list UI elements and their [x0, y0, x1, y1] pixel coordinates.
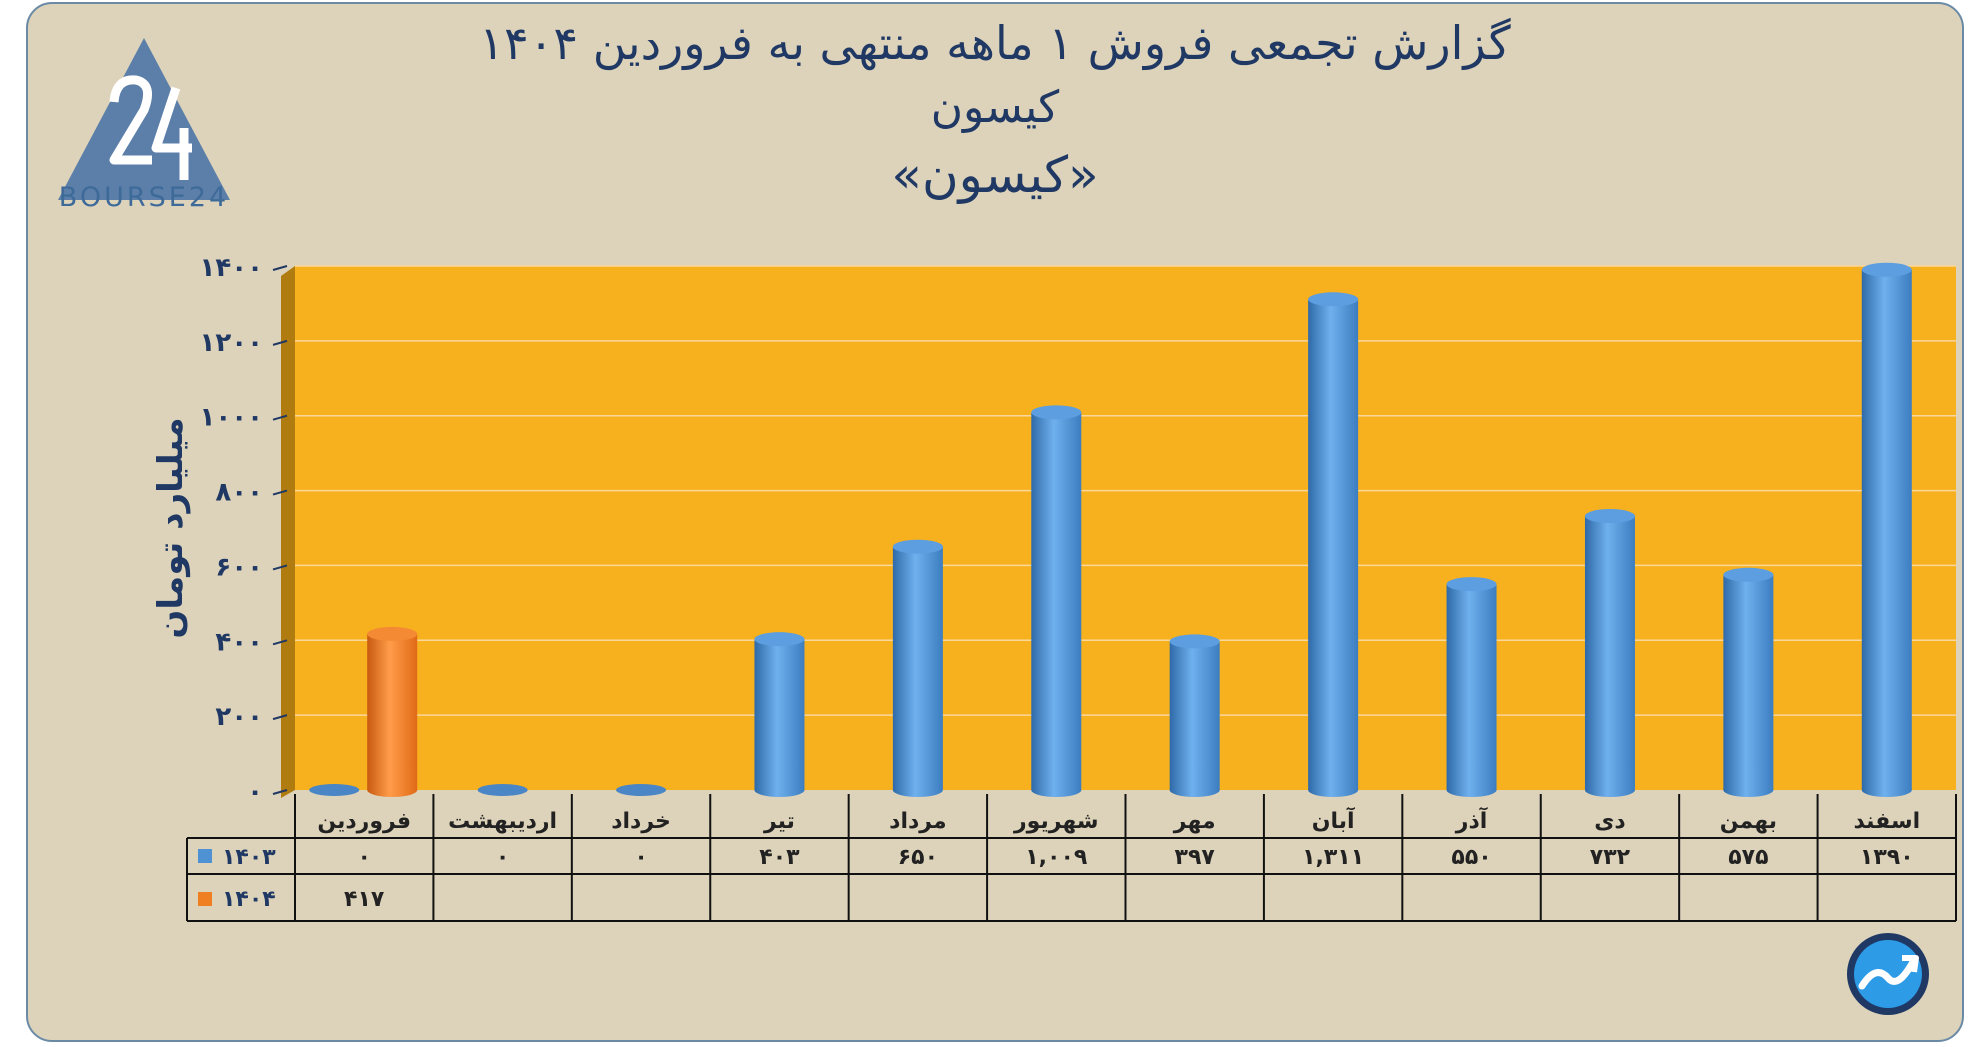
bar-1403 — [1723, 574, 1774, 790]
bar-1403-top — [1584, 509, 1635, 524]
company-name: «کیسون» — [891, 146, 1099, 204]
x-category-label: اردیبهشت — [448, 809, 557, 834]
legend-label-1403: ۱۴۰۳ — [222, 845, 276, 870]
bar-1403-base — [1308, 783, 1359, 797]
bourse24-logo-icon — [58, 38, 230, 200]
y-tick-mark — [272, 339, 288, 346]
y-tick-mark — [272, 489, 288, 496]
data-label-1403: ۷۳۲ — [1590, 845, 1631, 870]
bar-1403-top — [892, 539, 943, 554]
y-tick-label: ۴۰۰ — [215, 627, 263, 657]
chart-title: گزارش تجمعی فروش ۱ ماهه منتهی به فروردین… — [479, 16, 1511, 70]
bar-1403-base — [754, 783, 805, 797]
legend-swatch-1404 — [198, 892, 212, 906]
x-category-label: مرداد — [889, 809, 946, 834]
x-category-label: دی — [1594, 809, 1625, 834]
bar-1403 — [1584, 516, 1635, 790]
y-tick-label: ۱۲۰۰ — [200, 328, 263, 358]
x-category-label: شهریور — [1013, 809, 1099, 834]
bar-1403-zero — [309, 784, 360, 796]
y-axis-label: میلیارد تومان — [151, 417, 191, 638]
bar-1403-top — [1861, 262, 1912, 277]
bar-1403 — [1446, 584, 1497, 790]
trend-badge-icon — [1847, 933, 1929, 1015]
plot-side-wall — [281, 266, 295, 798]
data-label-1403: ۳۹۷ — [1175, 845, 1216, 870]
data-label-1403: ۴۰۳ — [759, 845, 800, 870]
bar-1403-base — [1446, 783, 1497, 797]
bar-1403-top — [1169, 634, 1220, 649]
bar-1403-top — [1308, 292, 1359, 307]
bar-1403 — [1169, 641, 1220, 790]
bar-1403-zero — [616, 784, 667, 796]
bar-1403 — [754, 639, 805, 790]
bar-1403-base — [1723, 783, 1774, 797]
data-label-1403: ۵۷۵ — [1728, 845, 1768, 870]
plot-area — [295, 266, 1956, 790]
bar-1403-top — [1723, 567, 1774, 582]
chart-subtitle: کیسون — [930, 82, 1060, 133]
bar-1403-base — [1031, 783, 1082, 797]
y-tick-label: ۱۰۰۰ — [200, 403, 263, 433]
bar-1403-top — [1446, 577, 1497, 592]
y-tick-label: ۶۰۰ — [215, 552, 263, 582]
bar-1403-base — [892, 783, 943, 797]
x-category-label: خرداد — [611, 809, 671, 834]
data-label-1403: ۱,۰۰۹ — [1025, 845, 1087, 870]
data-label-1403: ۵۵۰ — [1451, 845, 1491, 870]
data-label-1403: ۶۵۰ — [898, 845, 938, 870]
x-category-label: اسفند — [1853, 809, 1920, 834]
y-tick-label: ۰ — [247, 777, 263, 807]
bar-1403 — [1861, 269, 1912, 790]
x-category-label: فروردین — [317, 809, 411, 834]
y-tick-mark — [272, 414, 288, 421]
y-tick-mark — [272, 789, 288, 795]
bar-1403 — [892, 546, 943, 790]
data-label-1403: ۰ — [496, 845, 509, 870]
y-tick-mark — [272, 564, 288, 571]
legend-label-1404: ۱۴۰۴ — [222, 887, 276, 912]
x-category-label: بهمن — [1720, 809, 1777, 834]
data-label-1403: ۱۳۹۰ — [1860, 845, 1914, 870]
y-tick-mark — [272, 265, 288, 271]
bar-1404-top — [367, 626, 418, 641]
x-category-label: مهر — [1173, 809, 1216, 834]
legend-swatch-1403 — [198, 849, 212, 863]
y-tick-label: ۲۰۰ — [215, 702, 263, 732]
bar-1404-base — [367, 783, 418, 797]
y-tick-mark — [272, 714, 288, 721]
y-tick-label: ۱۴۰۰ — [200, 253, 263, 283]
bar-1403 — [1308, 299, 1359, 790]
logo-text: BOURSE24 — [58, 182, 230, 213]
y-tick-label: ۸۰۰ — [215, 478, 263, 508]
data-label-1404: ۴۱۷ — [344, 887, 385, 912]
data-label-1403: ۰ — [634, 845, 647, 870]
y-tick-mark — [272, 639, 288, 646]
data-label-1403: ۰ — [357, 845, 370, 870]
data-label-1403: ۱,۳۱۱ — [1302, 845, 1364, 870]
bar-1403-zero — [477, 784, 528, 796]
bar-1403-base — [1861, 783, 1912, 797]
bar-1403 — [1031, 412, 1082, 790]
x-category-label: آبان — [1312, 806, 1355, 834]
bar-1404 — [367, 633, 418, 790]
bar-1403-top — [754, 632, 805, 647]
x-category-label: تیر — [763, 809, 795, 834]
bar-1403-base — [1169, 783, 1220, 797]
x-category-label: آذر — [1455, 806, 1488, 834]
bar-1403-top — [1031, 405, 1082, 420]
bar-1403-base — [1584, 783, 1635, 797]
